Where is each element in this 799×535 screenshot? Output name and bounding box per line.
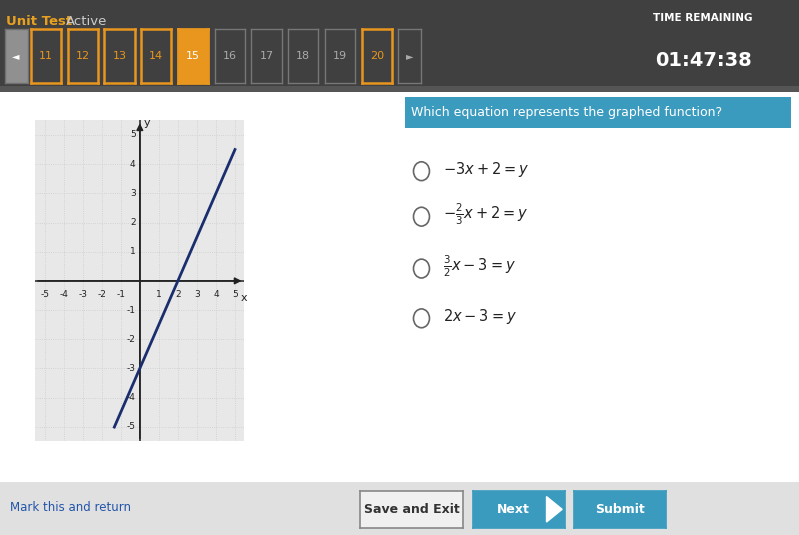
- Text: 3: 3: [194, 290, 200, 299]
- Text: -2: -2: [127, 335, 136, 344]
- Text: 4: 4: [213, 290, 219, 299]
- Text: -3: -3: [126, 364, 136, 373]
- Text: -3: -3: [78, 290, 87, 299]
- Text: 4: 4: [130, 159, 136, 169]
- Text: Which equation represents the graphed function?: Which equation represents the graphed fu…: [411, 106, 722, 119]
- Polygon shape: [547, 496, 562, 522]
- FancyArrow shape: [548, 496, 558, 522]
- Text: Save and Exit: Save and Exit: [364, 503, 459, 516]
- Text: y: y: [143, 118, 150, 128]
- Text: ►: ►: [406, 51, 413, 61]
- Text: 12: 12: [76, 51, 89, 61]
- Text: Next: Next: [497, 503, 530, 516]
- Text: 20: 20: [370, 51, 384, 61]
- Text: $-3x + 2 = y$: $-3x + 2 = y$: [443, 159, 530, 179]
- Text: 2: 2: [175, 290, 181, 299]
- Text: -2: -2: [97, 290, 106, 299]
- Text: Active: Active: [66, 15, 107, 28]
- Text: 01:47:38: 01:47:38: [654, 51, 752, 70]
- Text: 2: 2: [130, 218, 136, 227]
- Text: -5: -5: [40, 290, 50, 299]
- Text: $-\frac{2}{3}x + 2 = y$: $-\frac{2}{3}x + 2 = y$: [443, 202, 529, 227]
- Text: -5: -5: [126, 422, 136, 431]
- Text: -4: -4: [127, 393, 136, 402]
- Text: -1: -1: [117, 290, 125, 299]
- Text: Submit: Submit: [594, 503, 645, 516]
- Text: 14: 14: [149, 51, 163, 61]
- Text: Mark this and return: Mark this and return: [10, 501, 130, 514]
- Text: 19: 19: [333, 51, 347, 61]
- Text: 1: 1: [156, 290, 161, 299]
- Text: TIME REMAINING: TIME REMAINING: [654, 13, 753, 24]
- Text: ◄: ◄: [13, 51, 20, 61]
- Text: -1: -1: [126, 305, 136, 315]
- Text: 17: 17: [260, 51, 273, 61]
- Text: -4: -4: [59, 290, 68, 299]
- Text: 5: 5: [232, 290, 238, 299]
- Text: x: x: [240, 293, 247, 303]
- Text: 13: 13: [113, 51, 126, 61]
- Text: 5: 5: [130, 131, 136, 140]
- Text: $\frac{3}{2}x - 3 = y$: $\frac{3}{2}x - 3 = y$: [443, 254, 516, 279]
- Text: 18: 18: [296, 51, 310, 61]
- Text: 11: 11: [39, 51, 53, 61]
- Text: 15: 15: [186, 51, 200, 61]
- Text: 3: 3: [130, 189, 136, 198]
- Text: 16: 16: [223, 51, 237, 61]
- Text: $2x - 3 = y$: $2x - 3 = y$: [443, 307, 518, 326]
- Text: 1: 1: [130, 247, 136, 256]
- Text: Unit Test: Unit Test: [6, 15, 73, 28]
